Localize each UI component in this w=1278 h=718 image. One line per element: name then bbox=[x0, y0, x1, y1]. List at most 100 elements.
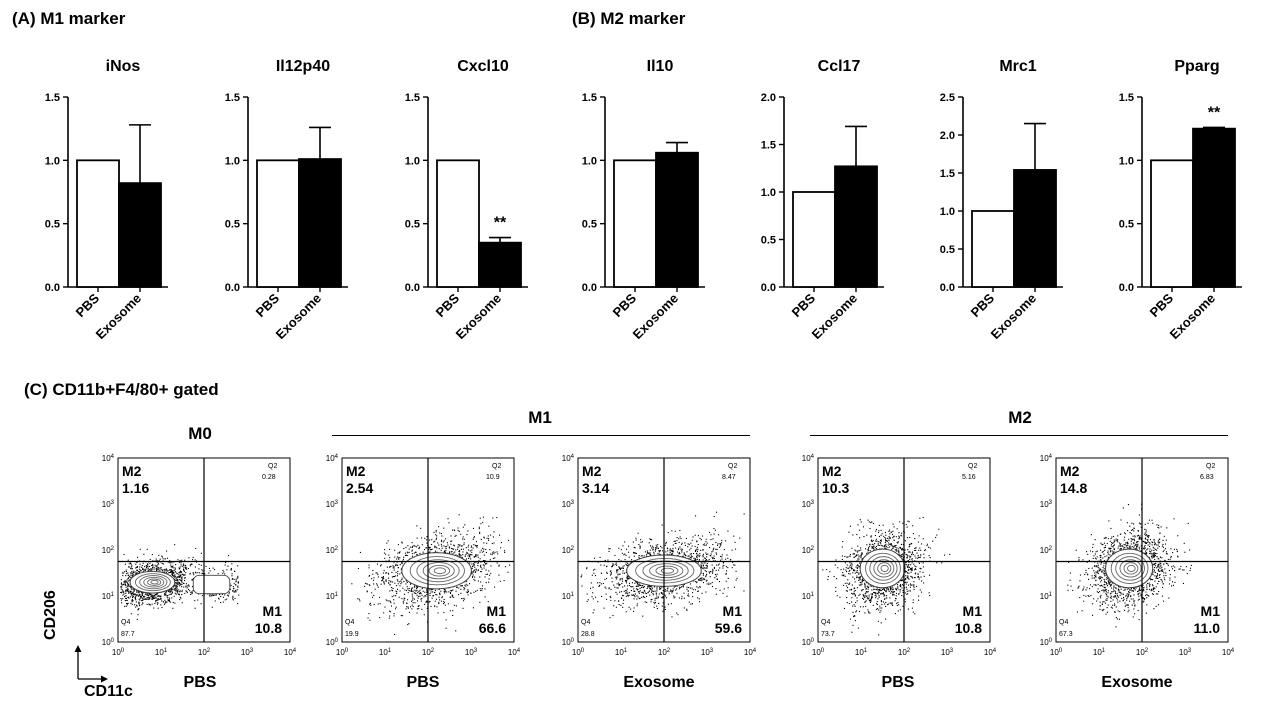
event-dot bbox=[696, 551, 698, 553]
event-dot bbox=[173, 589, 175, 591]
event-dot bbox=[173, 575, 175, 577]
event-dot bbox=[464, 598, 466, 600]
event-dot bbox=[672, 591, 674, 593]
chart-title: Cxcl10 bbox=[457, 58, 509, 75]
event-dot bbox=[133, 589, 135, 591]
event-dot bbox=[169, 590, 171, 592]
event-dot bbox=[626, 564, 628, 566]
event-dot bbox=[358, 598, 360, 600]
event-dot bbox=[174, 590, 176, 592]
event-dot bbox=[123, 581, 125, 583]
event-dot bbox=[406, 554, 408, 556]
event-dot bbox=[694, 545, 696, 547]
event-dot bbox=[124, 596, 126, 598]
event-dot bbox=[426, 542, 428, 544]
event-dot bbox=[151, 597, 153, 599]
event-dot bbox=[463, 587, 465, 589]
y-tick-label: 2.0 bbox=[761, 92, 776, 104]
event-dot bbox=[463, 542, 465, 544]
event-dot bbox=[158, 569, 160, 571]
event-dot bbox=[636, 585, 638, 587]
event-dot bbox=[640, 584, 642, 586]
event-dot bbox=[165, 602, 167, 604]
event-dot bbox=[133, 590, 135, 592]
event-dot bbox=[718, 546, 720, 548]
event-dot bbox=[408, 548, 410, 550]
event-dot bbox=[630, 590, 632, 592]
event-dot bbox=[671, 616, 673, 618]
event-dot bbox=[419, 589, 421, 591]
event-dot bbox=[676, 537, 678, 539]
event-dot bbox=[180, 574, 182, 576]
event-dot bbox=[127, 586, 129, 588]
y-decade-exponent: 1 bbox=[111, 592, 115, 598]
event-dot bbox=[491, 552, 493, 554]
event-dot bbox=[194, 571, 196, 573]
event-dot bbox=[721, 554, 723, 556]
event-dot bbox=[649, 538, 651, 540]
event-dot bbox=[416, 608, 418, 610]
event-dot bbox=[158, 595, 160, 597]
event-dot bbox=[638, 598, 640, 600]
event-dot bbox=[665, 543, 667, 545]
event-dot bbox=[143, 553, 145, 555]
event-dot bbox=[653, 590, 655, 592]
event-dot bbox=[365, 582, 367, 584]
event-dot bbox=[458, 530, 460, 532]
event-dot bbox=[131, 597, 133, 599]
event-dot bbox=[422, 551, 424, 553]
event-dot bbox=[390, 602, 392, 604]
event-dot bbox=[159, 567, 161, 569]
event-dot bbox=[397, 570, 399, 572]
event-dot bbox=[625, 561, 627, 563]
event-dot bbox=[642, 591, 644, 593]
event-dot bbox=[221, 593, 223, 595]
event-dot bbox=[466, 580, 468, 582]
event-dot bbox=[398, 558, 400, 560]
event-dot bbox=[441, 597, 443, 599]
event-dot bbox=[648, 586, 650, 588]
event-dot bbox=[692, 536, 694, 538]
event-dot bbox=[171, 571, 173, 573]
event-dot bbox=[644, 590, 646, 592]
event-dot bbox=[696, 556, 698, 558]
event-dot bbox=[479, 565, 481, 567]
event-dot bbox=[485, 551, 487, 553]
event-dot bbox=[178, 572, 180, 574]
event-dot bbox=[183, 569, 185, 571]
event-dot bbox=[619, 584, 621, 586]
event-dot bbox=[185, 566, 187, 568]
event-dot bbox=[142, 567, 144, 569]
event-dot bbox=[379, 596, 381, 598]
group-label-m0: M0 bbox=[188, 424, 212, 443]
y-decade-exponent: 1 bbox=[335, 592, 339, 598]
event-dot bbox=[590, 582, 592, 584]
event-dot bbox=[483, 554, 485, 556]
event-dot bbox=[473, 578, 475, 580]
event-dot bbox=[124, 583, 126, 585]
event-dot bbox=[146, 594, 148, 596]
event-dot bbox=[472, 607, 474, 609]
event-dot bbox=[708, 559, 710, 561]
event-dot bbox=[614, 586, 616, 588]
event-dot bbox=[377, 603, 379, 605]
event-dot bbox=[695, 558, 697, 560]
event-dot bbox=[132, 588, 134, 590]
event-dot bbox=[620, 591, 622, 593]
event-dot bbox=[470, 558, 472, 560]
event-dot bbox=[587, 599, 589, 601]
event-dot bbox=[630, 586, 632, 588]
event-dot bbox=[618, 582, 620, 584]
event-dot bbox=[449, 592, 451, 594]
event-dot bbox=[633, 590, 635, 592]
event-dot bbox=[477, 569, 479, 571]
event-dot bbox=[462, 607, 464, 609]
event-dot bbox=[447, 603, 449, 605]
event-dot bbox=[727, 567, 729, 569]
event-dot bbox=[637, 585, 639, 587]
event-dot bbox=[705, 576, 707, 578]
event-dot bbox=[383, 552, 385, 554]
event-dot bbox=[389, 600, 391, 602]
event-dot bbox=[399, 564, 401, 566]
bar-chart-cxcl10: Cxcl10 0.0 0.5 1.0 1.5 PBS Exosome ** bbox=[388, 50, 538, 360]
